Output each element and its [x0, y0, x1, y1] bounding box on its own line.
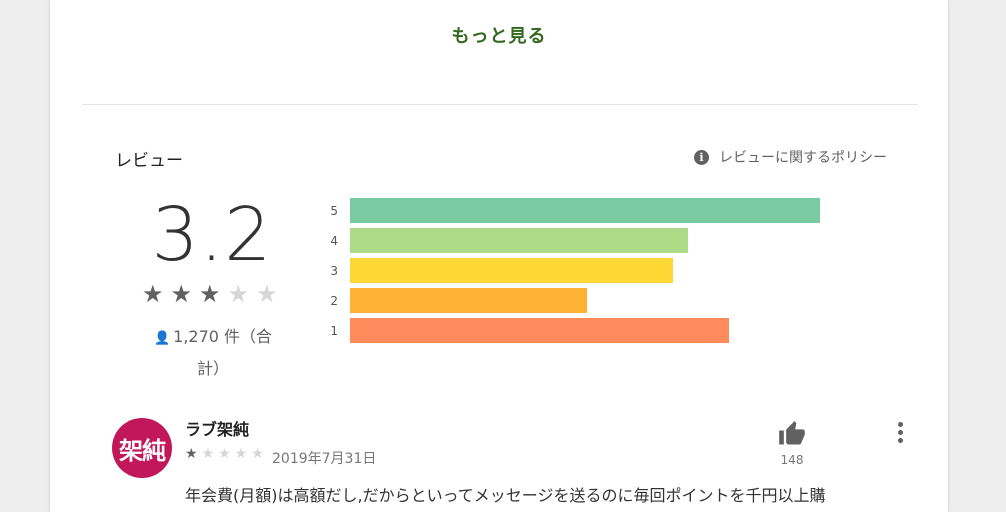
star-empty-icon: ★ [251, 446, 264, 462]
review-date: 2019年7月31日 [272, 451, 377, 467]
reviewer-name: ラブ架純 [185, 420, 250, 439]
review-policy-link[interactable]: i レビューに関するポリシー [694, 147, 887, 167]
helpful-count: 148 [780, 453, 804, 467]
review-policy-label: レビューに関するポリシー [719, 150, 887, 166]
rating-count-text: 1,270 件（合計） [173, 327, 273, 378]
thumbs-up-icon [779, 421, 805, 445]
star-empty-icon: ★ [256, 280, 278, 308]
helpful-button[interactable]: 148 [774, 420, 810, 467]
star-filled-icon: ★ [185, 446, 198, 462]
average-rating-stars: ★ ★ ★ ★ ★ [142, 281, 278, 307]
histogram-bar-3 [350, 258, 673, 283]
star-filled-icon: ★ [199, 280, 221, 308]
histogram-bar-2 [350, 288, 587, 313]
star-empty-icon: ★ [227, 280, 250, 308]
info-icon: i [694, 149, 709, 165]
average-rating: 3.2 [151, 192, 273, 278]
histogram-label: 1 [330, 324, 338, 338]
rating-count: 👤 1,270 件（合計） [150, 322, 276, 384]
histogram-label: 5 [330, 204, 338, 218]
reviews-title: レビュー [115, 151, 183, 171]
review-text: 年会費(月額)は高額だし,だからといってメッセージを送るのに毎回ポイントを千円以… [185, 486, 826, 505]
page-card: もっと見る レビュー i レビューに関するポリシー 3.2 ★ ★ ★ ★ ★ 👤 1,2… [50, 0, 948, 512]
histogram-label: 4 [330, 234, 338, 248]
star-filled-icon: ★ [142, 280, 164, 308]
histogram-bar-4 [350, 228, 688, 253]
star-empty-icon: ★ [234, 446, 248, 462]
avatar[interactable]: 架純 [112, 418, 172, 478]
histogram-label: 3 [330, 264, 338, 278]
star-empty-icon: ★ [201, 446, 215, 462]
person-icon: 👤 [153, 331, 171, 346]
review-rating-stars: ★ ★ ★ ★ ★ [185, 446, 264, 462]
star-empty-icon: ★ [218, 446, 231, 462]
star-filled-icon: ★ [170, 280, 193, 308]
show-more-button[interactable]: もっと見る [451, 26, 547, 47]
more-vert-icon[interactable] [898, 422, 904, 446]
divider [82, 104, 918, 105]
histogram-bar-5 [350, 198, 820, 223]
histogram-bar-1 [350, 318, 729, 343]
histogram-label: 2 [330, 294, 338, 308]
